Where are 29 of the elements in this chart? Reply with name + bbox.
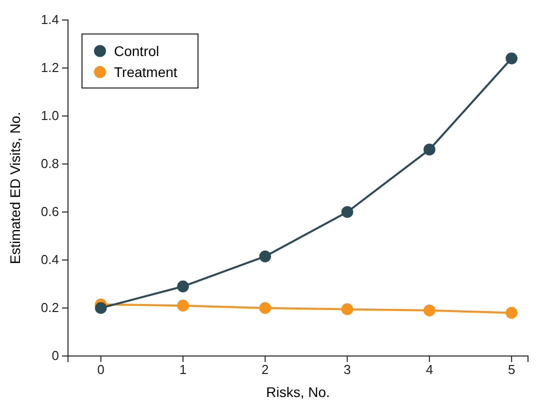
point [424, 304, 436, 316]
y-tick-label: 0.8 [40, 156, 59, 172]
point [177, 280, 189, 292]
point [341, 303, 354, 316]
y-tick-label: 1.4 [40, 12, 59, 28]
point [424, 144, 436, 156]
point [94, 302, 107, 314]
x-tick-label: 3 [344, 362, 351, 378]
x-tick-label: 0 [97, 362, 104, 378]
legend-label: Control [114, 43, 160, 59]
y-tick-label: 0.4 [40, 252, 59, 268]
point [259, 250, 272, 262]
x-tick-label: 1 [179, 362, 187, 378]
point [506, 52, 518, 64]
point [259, 302, 272, 314]
y-tick-label: 0.2 [40, 300, 59, 316]
point [177, 300, 189, 312]
y-axis-title: Estimated ED Visits, No. [7, 112, 23, 264]
y-tick-label: 1.2 [40, 60, 59, 76]
x-tick-label: 5 [508, 362, 516, 378]
point [341, 206, 354, 218]
x-axis-title: Risks, No. [266, 384, 330, 400]
y-tick-label: 1.0 [40, 108, 59, 124]
y-tick-label: 0 [52, 348, 59, 364]
legend-label: Treatment [114, 64, 178, 80]
x-tick-label: 4 [426, 362, 434, 378]
x-tick-label: 2 [262, 362, 269, 378]
y-tick-label: 0.6 [40, 204, 59, 220]
point [506, 306, 518, 319]
